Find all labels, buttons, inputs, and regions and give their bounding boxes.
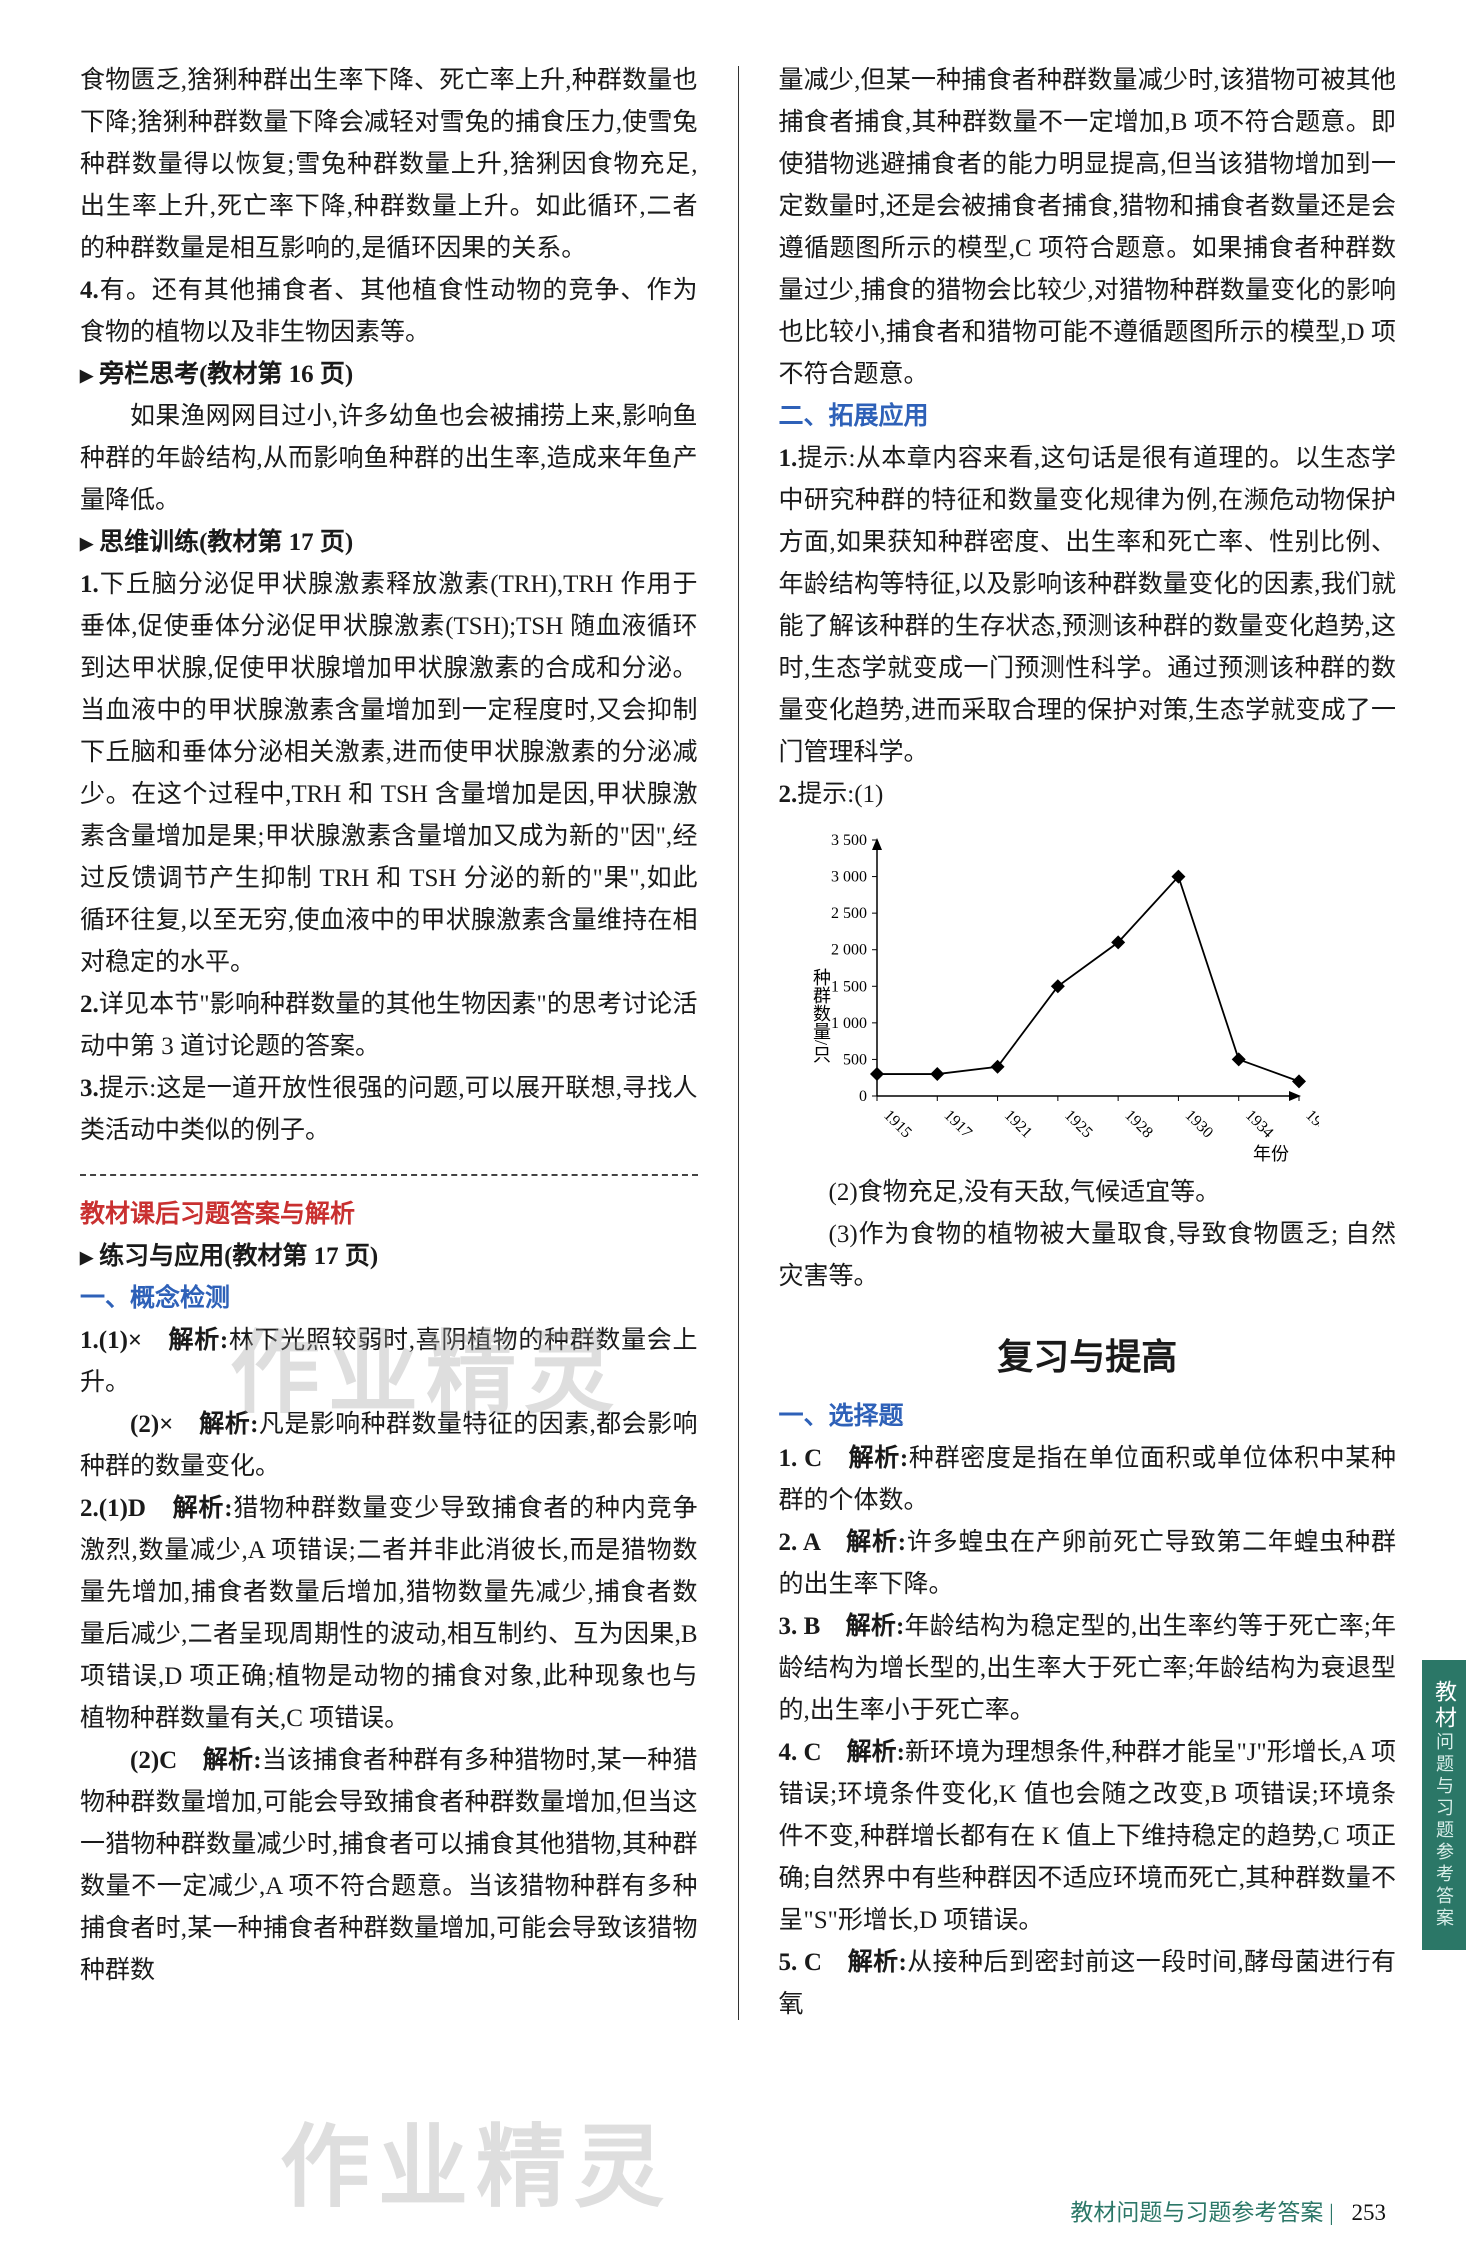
body-text: 详见本节"影响种群数量的其他生物因素"的思考讨论活动中第 3 道讨论题的答案。 [80,991,698,1060]
right-column: 量减少,但某一种捕食者种群数量减少时,该猎物可被其他捕食者捕食,其种群数量不一定… [769,60,1397,2026]
answer-text: 猎物种群数量变少导致捕食者的种内竞争激烈,数量减少,A 项错误;二者并非此消彼长… [80,1495,698,1732]
item-label: 1. [779,445,798,472]
svg-text:1917: 1917 [940,1107,975,1142]
body-text: (3)作为食物的植物被大量取食,导致食物匮乏; 自然灾害等。 [779,1214,1397,1298]
body-text: 1.下丘脑分泌促甲状腺激素释放激素(TRH),TRH 作用于垂体,促使垂体分泌促… [80,564,698,984]
body-text: 2.提示:(1) [779,774,1397,816]
column-divider [738,66,739,2020]
body-text: 提示:这是一道开放性很强的问题,可以展开联想,寻找人类活动中类似的例子。 [80,1075,698,1144]
answer-item: 1.(1)× 解析:林下光照较弱时,喜阴植物的种群数量会上升。 [80,1320,698,1404]
answer-item: 3. B 解析:年龄结构为稳定型的,出生率约等于死亡率;年龄结构为增长型的,出生… [779,1606,1397,1732]
body-text: 量减少,但某一种捕食者种群数量减少时,该猎物可被其他捕食者捕食,其种群数量不一定… [779,60,1397,396]
answer-item: 4. C 解析:新环境为理想条件,种群才能呈"J"形增长,A 项错误;环境条件变… [779,1732,1397,1942]
svg-text:1 500: 1 500 [831,978,867,995]
answer-item: (2)C 解析:当该捕食者种群有多种猎物时,某一种猎物种群数量增加,可能会导致捕… [80,1740,698,1992]
side-tab-main: 教材 [1432,1680,1457,1732]
svg-text:1925: 1925 [1061,1107,1096,1142]
answer-item: 5. C 解析:从接种后到密封前这一段时间,酵母菌进行有氧 [779,1942,1397,2026]
svg-text:年份: 年份 [1253,1144,1289,1164]
review-title: 复习与提高 [779,1328,1397,1380]
body-text: 下丘脑分泌促甲状腺激素释放激素(TRH),TRH 作用于垂体,促使垂体分泌促甲状… [80,571,698,976]
svg-text:1930: 1930 [1181,1107,1216,1142]
svg-text:500: 500 [843,1051,867,1068]
answer-label: (2)C 解析: [130,1747,262,1774]
page-number: 253 [1352,2200,1387,2225]
item-label: 2. [80,991,99,1018]
svg-text:3 000: 3 000 [831,869,867,886]
answer-label: 1.(1)× 解析: [80,1327,228,1354]
answer-label: 2. A 解析: [779,1529,907,1556]
answer-item: (2)× 解析:凡是影响种群数量特征的因素,都会影响种群的数量变化。 [80,1404,698,1488]
answer-label: 4. C 解析: [779,1739,906,1766]
svg-text:种群数量/只: 种群数量/只 [811,968,831,1063]
footer-divider: | [1329,2200,1339,2225]
answer-label: 2.(1)D 解析: [80,1495,233,1522]
body-text: 有。还有其他捕食者、其他植食性动物的竞争、作为食物的植物以及非生物因素等。 [80,277,698,346]
svg-text:1921: 1921 [1000,1107,1035,1142]
section-heading-red: 教材课后习题答案与解析 [80,1194,698,1236]
svg-text:1928: 1928 [1121,1107,1156,1142]
body-text: 4.有。还有其他捕食者、其他植食性动物的竞争、作为食物的植物以及非生物因素等。 [80,270,698,354]
answer-text: 新环境为理想条件,种群才能呈"J"形增长,A 项错误;环境条件变化,K 值也会随… [779,1739,1397,1934]
subsection-blue: 一、概念检测 [80,1278,698,1320]
answer-label: 3. B 解析: [779,1613,905,1640]
side-tab: 教材问题与习题参考答案 [1422,1660,1466,1950]
watermark: 作业精灵 [280,2094,672,2224]
section-header: 练习与应用(教材第 17 页) [80,1236,698,1278]
svg-text:1 000: 1 000 [831,1015,867,1032]
answer-label: 1. C 解析: [779,1445,909,1472]
divider-dashed [80,1174,698,1176]
svg-text:2 000: 2 000 [831,942,867,959]
item-label: 3. [80,1075,99,1102]
side-tab-sub: 问题与习题参考答案 [1434,1732,1454,1930]
answer-label: 5. C 解析: [779,1949,907,1976]
body-text: 提示:(1) [797,781,883,808]
section-header: 思维训练(教材第 17 页) [80,522,698,564]
svg-text:1934: 1934 [1241,1107,1276,1142]
body-text: 1.提示:从本章内容来看,这句话是很有道理的。以生态学中研究种群的特征和数量变化… [779,438,1397,774]
svg-text:2 500: 2 500 [831,905,867,922]
subsection-blue: 一、选择题 [779,1396,1397,1438]
svg-text:3 500: 3 500 [831,832,867,849]
page-footer: 教材问题与习题参考答案 | 253 [1070,2193,1386,2227]
body-text: 3.提示:这是一道开放性很强的问题,可以展开联想,寻找人类活动中类似的例子。 [80,1068,698,1152]
answer-label: (2)× 解析: [130,1411,258,1438]
answer-item: 2. A 解析:许多蝗虫在产卵前死亡导致第二年蝗虫种群的出生率下降。 [779,1522,1397,1606]
answer-item: 2.(1)D 解析:猎物种群数量变少导致捕食者的种内竞争激烈,数量减少,A 项错… [80,1488,698,1740]
item-label: 1. [80,571,99,598]
answer-text: 当该捕食者种群有多种猎物时,某一种猎物种群数量增加,可能会导致捕食者种群数量增加… [80,1747,698,1984]
left-column: 食物匮乏,猞猁种群出生率下降、死亡率上升,种群数量也下降;猞猁种群数量下降会减轻… [80,60,708,2026]
footer-text: 教材问题与习题参考答案 [1070,2200,1323,2225]
subsection-blue: 二、拓展应用 [779,396,1397,438]
svg-text:0: 0 [859,1088,867,1105]
body-text: 2.详见本节"影响种群数量的其他生物因素"的思考讨论活动中第 3 道讨论题的答案… [80,984,698,1068]
item-label: 4. [80,277,99,304]
section-header: 旁栏思考(教材第 16 页) [80,354,698,396]
body-text: 如果渔网网目过小,许多幼鱼也会被捕捞上来,影响鱼种群的年龄结构,从而影响鱼种群的… [80,396,698,522]
item-label: 2. [779,781,798,808]
population-line-chart: 0 500 1 000 1 500 2 000 2 500 3 000 3 500 1915 19… [799,826,1397,1166]
svg-text:1943: 1943 [1302,1107,1319,1142]
body-text: 食物匮乏,猞猁种群出生率下降、死亡率上升,种群数量也下降;猞猁种群数量下降会减轻… [80,60,698,270]
svg-text:1915: 1915 [880,1107,915,1142]
body-text: (2)食物充足,没有天敌,气候适宜等。 [779,1172,1397,1214]
answer-item: 1. C 解析:种群密度是指在单位面积或单位体积中某种群的个体数。 [779,1438,1397,1522]
body-text: 提示:从本章内容来看,这句话是很有道理的。以生态学中研究种群的特征和数量变化规律… [779,445,1397,766]
